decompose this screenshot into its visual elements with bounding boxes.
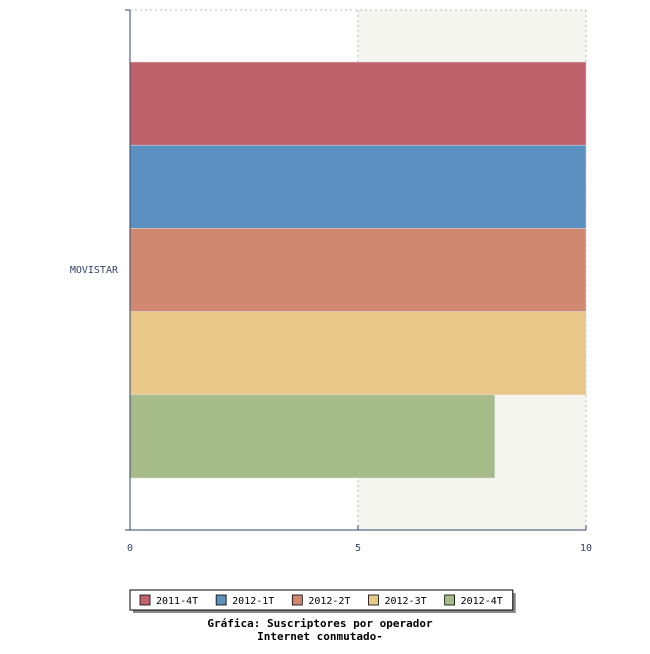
legend-label: 2012-2T [308,596,350,607]
legend-label: 2011-4T [156,596,198,607]
bar [129,144,587,229]
x-tick-label: 5 [355,543,361,554]
x-tick-label: 0 [127,543,133,554]
bar [129,228,587,312]
legend-label: 2012-4T [461,596,503,607]
chart-title: Gráfica: Suscriptores por operador [207,617,433,630]
legend-swatch [139,594,151,606]
bar [129,394,496,479]
legend-swatch [368,594,379,606]
y-tick-label: MOVISTAR [70,265,119,276]
legend-swatch [215,594,227,606]
bar [129,311,587,396]
bar [129,61,587,146]
legend-swatch [291,594,303,606]
legend-label: 2012-3T [384,596,426,607]
legend-swatch [444,594,456,606]
legend-label: 2012-1T [232,596,274,607]
chart-subtitle: Internet conmutado- [257,630,383,643]
x-tick-label: 10 [580,543,592,554]
